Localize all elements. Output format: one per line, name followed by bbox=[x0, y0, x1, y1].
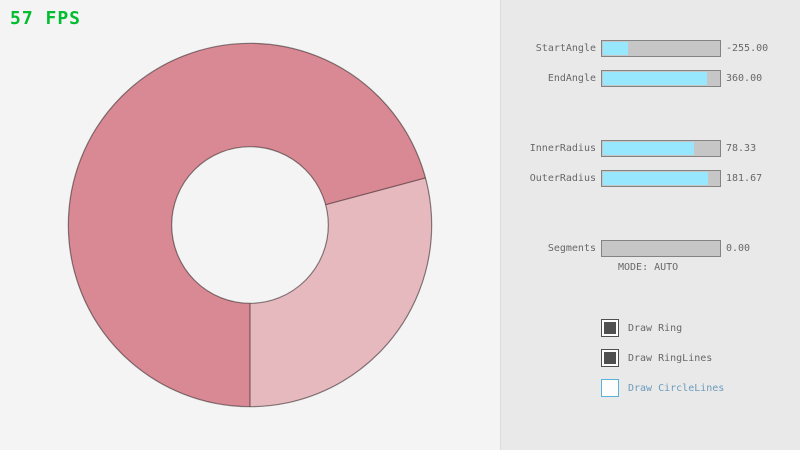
segments-slider-row: Segments 0.00 bbox=[501, 240, 800, 257]
segments-label: Segments bbox=[547, 243, 596, 254]
mode-label: MODE: AUTO bbox=[618, 262, 679, 273]
startangle-slider-row: StartAngle -255.00 bbox=[501, 40, 800, 57]
outerradius-slider-row: OuterRadius 181.67 bbox=[501, 170, 800, 187]
slider-fill bbox=[603, 42, 629, 55]
slider-fill bbox=[603, 172, 709, 185]
draw-circlelines-checkbox-row: Draw CircleLines bbox=[601, 379, 724, 397]
endangle-slider[interactable] bbox=[601, 70, 721, 87]
endangle-slider-row: EndAngle 360.00 bbox=[501, 70, 800, 87]
checkmark-icon bbox=[604, 322, 616, 334]
draw-ringlines-checkbox-row: Draw RingLines bbox=[601, 349, 712, 367]
draw-ring-checkbox-row: Draw Ring bbox=[601, 319, 682, 337]
startangle-slider[interactable] bbox=[601, 40, 721, 57]
slider-fill bbox=[603, 142, 694, 155]
draw-ring-checkbox[interactable] bbox=[601, 319, 619, 337]
segments-value: 0.00 bbox=[726, 243, 751, 254]
startangle-value: -255.00 bbox=[726, 43, 769, 54]
draw-circlelines-checkbox[interactable] bbox=[601, 379, 619, 397]
outerradius-value: 181.67 bbox=[726, 173, 763, 184]
innerradius-value: 78.33 bbox=[726, 143, 757, 154]
outerradius-slider[interactable] bbox=[601, 170, 721, 187]
segments-slider[interactable] bbox=[601, 240, 721, 257]
controls-panel: StartAngle -255.00 EndAngle 360.00 Inner… bbox=[500, 0, 800, 450]
endangle-value: 360.00 bbox=[726, 73, 763, 84]
innerradius-slider-row: InnerRadius 78.33 bbox=[501, 140, 800, 157]
endangle-label: EndAngle bbox=[547, 73, 596, 84]
checkmark-icon bbox=[604, 382, 616, 394]
ring-chart bbox=[67, 42, 433, 408]
fps-counter: 57 FPS bbox=[10, 8, 82, 29]
checkmark-icon bbox=[604, 352, 616, 364]
innerradius-label: InnerRadius bbox=[529, 143, 596, 154]
draw-ringlines-checkbox[interactable] bbox=[601, 349, 619, 367]
startangle-label: StartAngle bbox=[535, 43, 596, 54]
draw-circlelines-label: Draw CircleLines bbox=[628, 382, 725, 394]
slider-fill bbox=[603, 72, 708, 85]
innerradius-slider[interactable] bbox=[601, 140, 721, 157]
draw-ringlines-label: Draw RingLines bbox=[628, 352, 713, 364]
draw-ring-label: Draw Ring bbox=[628, 322, 683, 334]
outerradius-label: OuterRadius bbox=[529, 173, 596, 184]
